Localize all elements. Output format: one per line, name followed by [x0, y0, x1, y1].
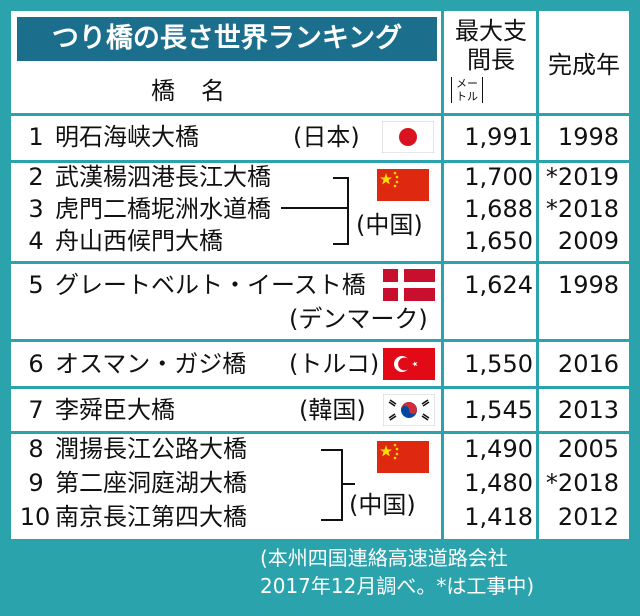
rank: 9: [28, 469, 44, 497]
rank: 2: [28, 163, 44, 191]
rank: 6: [28, 350, 44, 378]
china-flag-icon: [377, 441, 429, 473]
span-value: 1,418: [464, 503, 533, 531]
unit-bottom: トル: [456, 90, 478, 103]
year-value: 2005: [557, 435, 619, 463]
bridge-name: 第二座洞庭湖大橋: [55, 469, 247, 497]
source-note: (本州四国連絡高速道路会社 2017年12月調べ。*は工事中): [260, 544, 630, 600]
header-bridge-name: 橋名: [151, 77, 251, 105]
year-value: *2018: [545, 195, 619, 223]
span-value: 1,991: [464, 123, 533, 151]
rank: 8: [28, 435, 44, 463]
group-connector: [281, 207, 349, 209]
bridge-name: 舟山西候門大橋: [55, 227, 223, 255]
span-value: 1,700: [464, 163, 533, 191]
row-divider: [11, 431, 629, 434]
year-value: 2016: [557, 350, 619, 378]
japan-flag-icon: [382, 121, 434, 153]
bridge-name: 潤揚長江公路大橋: [55, 435, 247, 463]
span-value: 1,624: [464, 271, 533, 299]
span-value: 1,550: [464, 350, 533, 378]
year-value: *2018: [545, 469, 619, 497]
rank: 5: [28, 271, 44, 299]
group-bracket: [321, 449, 343, 521]
row-divider: [11, 339, 629, 342]
china-flag-icon: [377, 169, 429, 201]
rank: 7: [28, 396, 44, 424]
header-span-line1: 最大支: [455, 17, 527, 45]
row-divider: [11, 113, 629, 116]
span-value: 1,688: [464, 195, 533, 223]
country: (トルコ): [289, 350, 380, 378]
rank: 3: [28, 195, 44, 223]
bridge-name: 南京長江第四大橋: [55, 503, 247, 531]
span-value: 1,650: [464, 227, 533, 255]
country: (中国): [349, 491, 416, 519]
header-year: 完成年: [548, 51, 620, 79]
table-title: つり橋の長さ世界ランキング: [17, 17, 437, 61]
korea-flag-icon: [383, 394, 435, 426]
year-value: 2013: [557, 396, 619, 424]
rank: 4: [28, 227, 44, 255]
row-divider: [11, 261, 629, 264]
bridge-name: グレートベルト・イースト橋: [55, 271, 366, 299]
rank: 10: [19, 503, 51, 531]
country: (デンマーク): [289, 305, 428, 333]
year-value: *2019: [545, 163, 619, 191]
span-value: 1,480: [464, 469, 533, 497]
country: (日本): [293, 123, 360, 151]
span-value: 1,545: [464, 396, 533, 424]
year-value: 2009: [557, 227, 619, 255]
bridge-name: オスマン・ガジ橋: [55, 350, 247, 378]
header-span-unit: メー トル: [451, 77, 483, 103]
year-value: 2012: [557, 503, 619, 531]
row-divider: [11, 386, 629, 389]
column-divider: [441, 11, 444, 539]
bridge-name: 武漢楊泗港長江大橋: [55, 163, 271, 191]
unit-top: メー: [456, 77, 478, 90]
group-connector: [341, 483, 355, 485]
source-line-1: (本州四国連絡高速道路会社: [260, 546, 508, 570]
country: (韓国): [299, 396, 366, 424]
bridge-name: 虎門二橋坭洲水道橋: [55, 195, 271, 223]
span-value: 1,490: [464, 435, 533, 463]
row-divider: [11, 160, 629, 163]
header-span-line2: 間長: [467, 46, 515, 74]
year-value: 1998: [557, 271, 619, 299]
group-bracket: [333, 177, 349, 245]
year-value: 1998: [557, 123, 619, 151]
source-line-2: 2017年12月調べ。*は工事中): [260, 574, 535, 598]
rank: 1: [28, 123, 44, 151]
turkey-flag-icon: [383, 348, 435, 380]
bridge-name: 李舜臣大橋: [55, 396, 175, 424]
country: (中国): [356, 211, 423, 239]
denmark-flag-icon: [383, 269, 435, 301]
ranking-table: つり橋の長さ世界ランキング 橋名 最大支 間長 メー トル 完成年 1 明石海峡…: [11, 11, 629, 539]
bridge-name: 明石海峡大橋: [55, 123, 199, 151]
column-divider: [536, 11, 539, 539]
